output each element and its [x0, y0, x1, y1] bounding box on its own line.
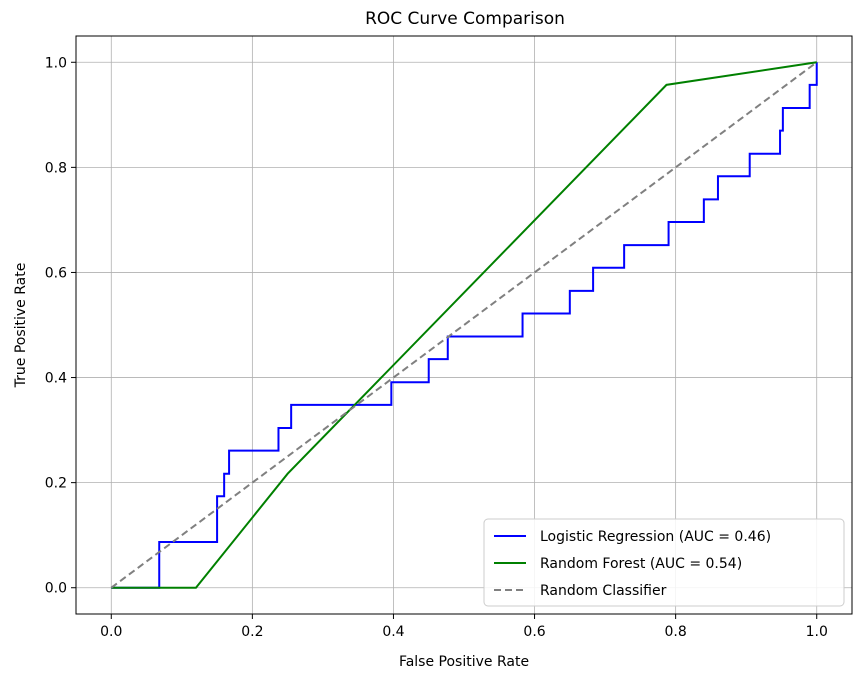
series-line-1: [111, 61, 817, 589]
legend-box: [483, 518, 845, 607]
chart-title: ROC Curve Comparison: [365, 9, 565, 29]
x-tick-label: 0.6: [523, 624, 545, 640]
y-axis-label: True Positive Rate: [13, 263, 29, 389]
series-line-0: [111, 62, 818, 589]
y-tick-label: 0.6: [45, 265, 67, 281]
x-tick-label: 1.0: [806, 624, 828, 640]
x-axis-label: False Positive Rate: [399, 654, 529, 670]
x-tick-label: 0.8: [665, 624, 687, 640]
legend: Logistic Regression (AUC = 0.46) Random F…: [483, 518, 845, 607]
y-tick-label: 0.2: [45, 476, 67, 492]
legend-label: Logistic Regression (AUC = 0.46): [540, 529, 771, 545]
series-layer: [110, 61, 818, 589]
x-tick-label: 0.2: [241, 624, 263, 640]
y-tick-label: 0.4: [45, 371, 67, 387]
x-tick-label: 0.4: [382, 624, 404, 640]
y-tick-label: 0.8: [45, 160, 67, 176]
legend-label: Random Classifier: [540, 583, 667, 599]
ticks-layer: 0.0 0.2 0.4 0.6 0.8 1.0 0.0 0.2 0.4 0.6 0.8 1.0: [45, 55, 828, 640]
grid: [76, 36, 852, 614]
y-tick-label: 1.0: [45, 55, 67, 71]
y-tick-label: 0.0: [45, 581, 67, 597]
series-line-2: [110, 61, 818, 589]
x-tick-label: 0.0: [100, 624, 122, 640]
legend-label: Random Forest (AUC = 0.54): [540, 556, 742, 572]
plot-frame: [75, 35, 853, 615]
